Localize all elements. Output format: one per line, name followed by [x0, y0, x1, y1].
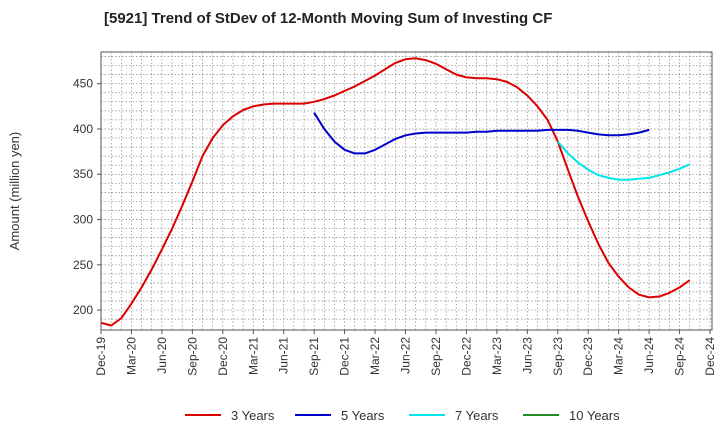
- series-line-5-years: [313, 112, 650, 155]
- chart-title: [5921] Trend of StDev of 12-Month Moving…: [104, 10, 553, 27]
- x-tick-label: Jun-22: [399, 337, 413, 374]
- y-axis-ticks: 200 250 300 350 400 450: [73, 77, 101, 317]
- legend-swatch: [523, 414, 559, 416]
- x-tick-label: Jun-24: [642, 337, 656, 374]
- x-tick-label: Mar-22: [368, 337, 382, 375]
- legend-swatch: [185, 414, 221, 416]
- y-tick-label: 450: [73, 77, 93, 91]
- legend-label: 7 Years: [455, 407, 499, 423]
- x-tick-label: Sep-22: [429, 337, 443, 376]
- x-tick-label: Dec-23: [581, 337, 595, 376]
- x-tick-label: Sep-24: [673, 337, 687, 376]
- x-tick-label: Dec-24: [703, 337, 717, 376]
- legend-label: 5 Years: [341, 407, 385, 423]
- plot-frame: [100, 51, 713, 331]
- x-axis-ticks: Dec-19 Mar-20 Jun-20 Sep-20 Dec-20 Mar-21 Jun-…: [94, 330, 717, 376]
- x-tick-label: Sep-21: [307, 337, 321, 376]
- x-tick-label: Mar-23: [490, 337, 504, 375]
- legend-item-5-years: 5 Years: [295, 406, 384, 424]
- y-tick-label: 400: [73, 122, 93, 136]
- legend-label: 10 Years: [569, 407, 620, 423]
- x-tick-label: Mar-20: [124, 337, 138, 375]
- x-tick-label: Sep-20: [185, 337, 199, 376]
- legend-label: 3 Years: [231, 407, 275, 423]
- plot-area: [101, 52, 712, 330]
- series-line-3-years: [100, 57, 691, 327]
- y-tick-label: 350: [73, 167, 93, 181]
- x-tick-label: Dec-19: [94, 337, 108, 376]
- x-tick-label: Jun-20: [155, 337, 169, 374]
- legend: 3 Years 5 Years 7 Years 10 Years: [0, 406, 720, 424]
- x-tick-label: Dec-21: [338, 337, 352, 376]
- y-tick-label: 200: [73, 303, 93, 317]
- legend-item-7-years: 7 Years: [409, 406, 498, 424]
- y-tick-label: 300: [73, 213, 93, 227]
- x-tick-label: Jun-21: [277, 337, 291, 374]
- x-tick-label: Sep-23: [551, 337, 565, 376]
- x-tick-label: Jun-23: [520, 337, 534, 374]
- series-lines: [100, 57, 691, 327]
- legend-swatch: [409, 414, 445, 416]
- legend-item-10-years: 10 Years: [523, 406, 620, 424]
- x-tick-label: Dec-20: [216, 337, 230, 376]
- x-tick-label: Mar-24: [612, 337, 626, 375]
- legend-swatch: [295, 414, 331, 416]
- series-line-7-years: [557, 140, 691, 181]
- y-tick-label: 250: [73, 258, 93, 272]
- grid: [101, 52, 712, 330]
- legend-item-3-years: 3 Years: [185, 406, 274, 424]
- x-tick-label: Dec-22: [459, 337, 473, 376]
- y-axis-label: Amount (million yen): [7, 132, 22, 251]
- x-tick-label: Mar-21: [246, 337, 260, 375]
